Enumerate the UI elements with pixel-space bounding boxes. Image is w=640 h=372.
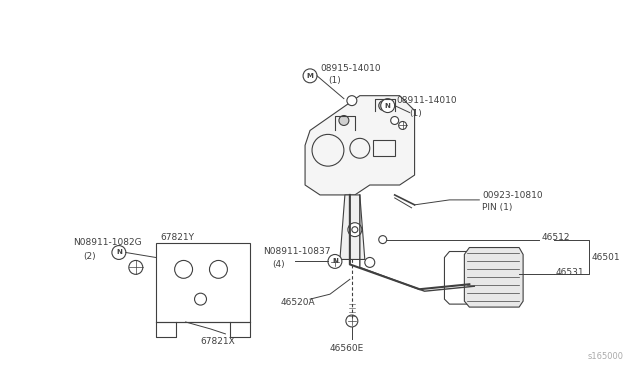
Circle shape — [379, 101, 388, 110]
Text: M: M — [307, 73, 314, 79]
Text: PIN (1): PIN (1) — [483, 203, 513, 212]
Text: s165000: s165000 — [588, 352, 623, 361]
Circle shape — [399, 122, 406, 129]
Text: (4): (4) — [272, 260, 285, 269]
Circle shape — [347, 96, 357, 106]
Text: 00923-10810: 00923-10810 — [483, 192, 543, 201]
Text: 46520A: 46520A — [280, 298, 315, 307]
Text: (2): (2) — [83, 252, 95, 261]
Text: N: N — [332, 259, 338, 264]
Text: (1): (1) — [410, 109, 422, 118]
Text: N08911-10837: N08911-10837 — [263, 247, 331, 256]
Text: N08911-1082G: N08911-1082G — [73, 238, 141, 247]
Text: N: N — [385, 103, 390, 109]
Polygon shape — [465, 247, 523, 307]
Circle shape — [339, 116, 349, 125]
Text: 08911-14010: 08911-14010 — [397, 96, 458, 105]
Text: (1): (1) — [328, 76, 340, 85]
Polygon shape — [340, 195, 365, 259]
Circle shape — [365, 257, 375, 267]
Text: 46512: 46512 — [542, 233, 570, 242]
Circle shape — [330, 257, 340, 267]
Polygon shape — [305, 96, 415, 195]
Circle shape — [346, 315, 358, 327]
Circle shape — [328, 254, 342, 268]
Text: 46531: 46531 — [556, 268, 584, 277]
Circle shape — [379, 235, 387, 244]
Circle shape — [129, 260, 143, 274]
Bar — [372, 140, 395, 156]
Circle shape — [390, 116, 399, 125]
Polygon shape — [444, 251, 492, 304]
Text: 67821Y: 67821Y — [161, 233, 195, 242]
Text: 08915-14010: 08915-14010 — [320, 64, 381, 73]
Circle shape — [303, 69, 317, 83]
Circle shape — [381, 99, 395, 113]
Text: 46560E: 46560E — [330, 344, 364, 353]
Text: N: N — [116, 250, 122, 256]
Text: 67821X: 67821X — [200, 337, 236, 346]
Bar — [156, 243, 250, 322]
Circle shape — [348, 223, 362, 237]
Circle shape — [112, 246, 126, 259]
Text: 46501: 46501 — [592, 253, 620, 262]
